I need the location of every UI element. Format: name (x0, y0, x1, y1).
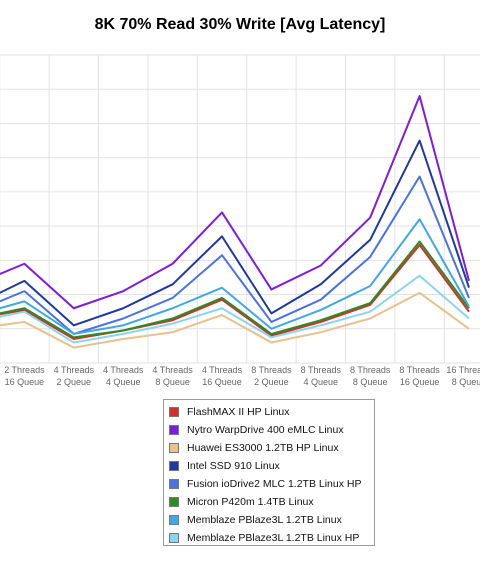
series-line-2 (0, 291, 470, 349)
x-tick-label: 4 Threads 2 Queue (54, 365, 95, 387)
legend-swatch (169, 515, 179, 525)
x-tick-label: 4 Threads 4 Queue (103, 365, 144, 387)
series-line-5 (0, 240, 470, 339)
x-tick-label: 4 Threads 8 Queue (152, 365, 193, 387)
x-tick-label: 2 Threads 16 Queue (4, 365, 45, 387)
x-tick-label: 8 Threads 16 Queue (399, 365, 440, 387)
chart-title: 8K 70% Read 30% Write [Avg Latency] (94, 16, 386, 33)
legend-label: Micron P420m 1.4TB Linux (187, 496, 314, 508)
legend-item[interactable]: Huawei ES3000 1.2TB HP Linux (164, 439, 374, 457)
x-tick-label: 8 Threads 2 Queue (251, 365, 292, 387)
legend-swatch (169, 407, 179, 417)
x-tick-label: 8 Threads 4 Queue (301, 365, 342, 387)
legend-swatch (169, 443, 179, 453)
x-tick-label: 8 Threads 8 Queue (350, 365, 391, 387)
chart-series (0, 95, 470, 349)
legend-item[interactable]: Intel SSD 910 Linux (164, 457, 374, 475)
legend-swatch (169, 479, 179, 489)
legend-label: Memblaze PBlaze3L 1.2TB Linux (187, 514, 342, 526)
series-line-7 (0, 274, 470, 344)
chart-legend: FlashMAX II HP Linux Nytro WarpDrive 400 … (163, 399, 375, 546)
legend-item[interactable]: Fusion ioDrive2 MLC 1.2TB Linux HP (164, 475, 374, 493)
legend-swatch (169, 497, 179, 507)
legend-item[interactable]: Memblaze PBlaze3L 1.2TB Linux (164, 511, 374, 529)
series-line-0 (0, 243, 470, 341)
legend-item[interactable]: Micron P420m 1.4TB Linux (164, 493, 374, 511)
legend-label: Intel SSD 910 Linux (187, 460, 280, 472)
legend-label: Memblaze PBlaze3L 1.2TB Linux HP (187, 532, 360, 544)
legend-swatch (169, 533, 179, 543)
legend-label: Fusion ioDrive2 MLC 1.2TB Linux HP (187, 478, 362, 490)
legend-item[interactable]: Nytro WarpDrive 400 eMLC Linux (164, 421, 374, 439)
legend-item[interactable]: FlashMAX II HP Linux (164, 403, 374, 421)
legend-label: FlashMAX II HP Linux (187, 406, 290, 418)
legend-label: Huawei ES3000 1.2TB HP Linux (187, 442, 339, 454)
legend-label: Nytro WarpDrive 400 eMLC Linux (187, 424, 344, 436)
x-tick-label: 4 Threads 16 Queue (202, 365, 243, 387)
series-line-6 (0, 218, 470, 335)
legend-item[interactable]: Memblaze PBlaze3L 1.2TB Linux HP (164, 529, 374, 547)
series-line-4 (0, 175, 470, 335)
legend-swatch (169, 425, 179, 435)
series-line-1 (0, 95, 470, 310)
legend-swatch (169, 461, 179, 471)
series-line-3 (0, 139, 470, 327)
chart-grid (0, 54, 480, 364)
